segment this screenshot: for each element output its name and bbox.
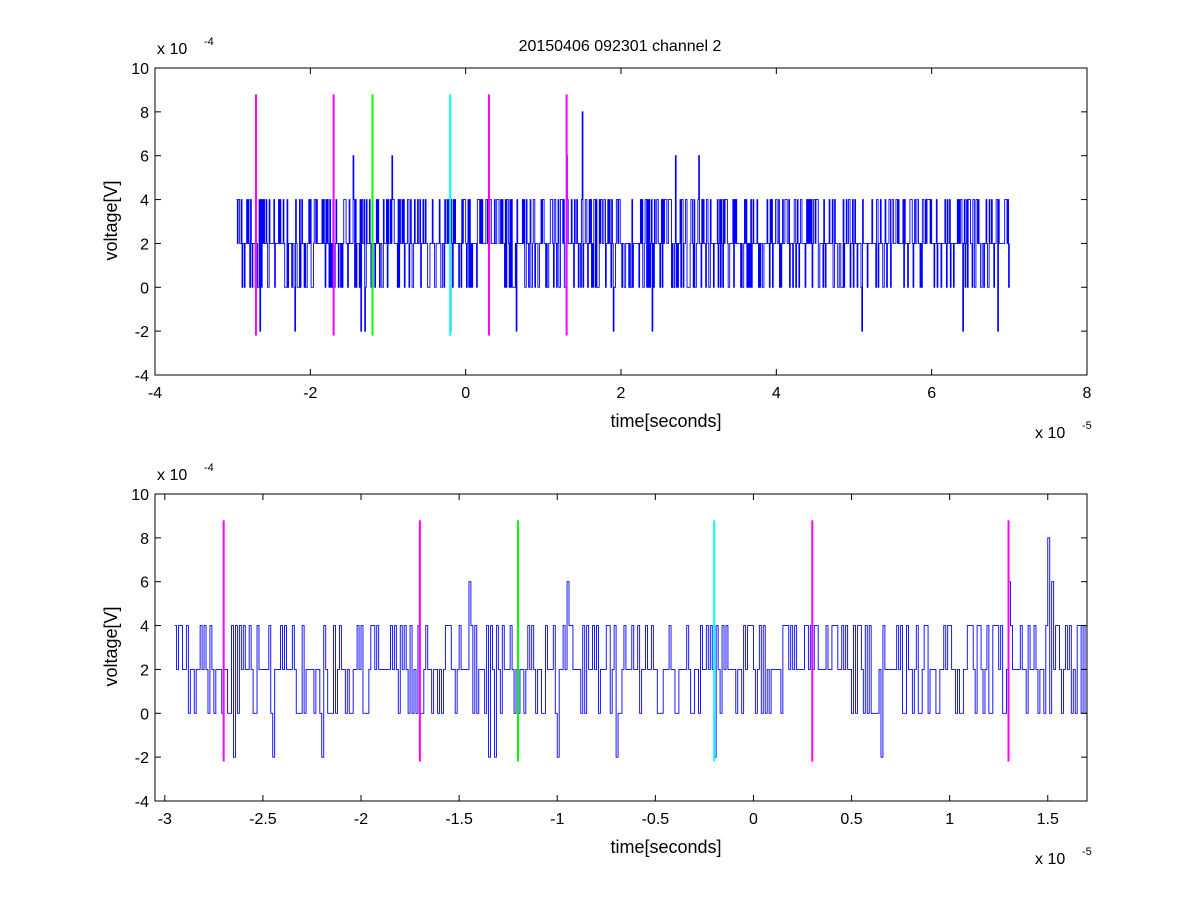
x-tick-label: 0 bbox=[749, 811, 758, 828]
x-tick-label: -2 bbox=[303, 385, 317, 402]
y-tick-label: -4 bbox=[135, 794, 149, 811]
y-tick-label: 6 bbox=[140, 149, 149, 166]
y-axis-label: voltage[V] bbox=[101, 606, 121, 686]
top-plot: -4 -2 0 2 4 6 8 -4 -2 0 2 4 6 8 10 time[seconds] voltage… bbox=[101, 36, 1092, 442]
x-tick-label: -2 bbox=[354, 811, 368, 828]
y-exponent-power: -4 bbox=[204, 462, 214, 474]
x-tick-label: -0.5 bbox=[642, 811, 670, 828]
x-exponent-power: -5 bbox=[1082, 846, 1092, 858]
x-tick-label: -4 bbox=[148, 385, 162, 402]
y-tick-label: 0 bbox=[140, 706, 149, 723]
x-tick-label: 8 bbox=[1083, 385, 1092, 402]
plot-area bbox=[155, 494, 1087, 801]
x-tick-label: 6 bbox=[927, 385, 936, 402]
y-tick-label: -2 bbox=[135, 324, 149, 341]
y-exponent-label: x 10 bbox=[157, 41, 187, 58]
x-tick-label: 1.5 bbox=[1037, 811, 1059, 828]
y-exponent-label: x 10 bbox=[157, 467, 187, 484]
x-tick-label: -1.5 bbox=[445, 811, 473, 828]
x-axis-label: time[seconds] bbox=[610, 411, 721, 431]
y-exponent-power: -4 bbox=[204, 36, 214, 48]
y-tick-label: 10 bbox=[131, 487, 149, 504]
x-tick-label: 4 bbox=[772, 385, 781, 402]
bottom-plot: -3 -2.5 -2 -1.5 -1 -0.5 0 0.5 1 1.5 -4 -2 0 2 4 6 8 10 tim… bbox=[101, 462, 1092, 868]
signal-trace bbox=[236, 111, 1010, 332]
y-tick-label: -2 bbox=[135, 750, 149, 767]
y-tick-label: 0 bbox=[140, 280, 149, 297]
y-tick-label: 8 bbox=[140, 105, 149, 122]
y-tick-label: 4 bbox=[140, 193, 149, 210]
x-tick-label: 0.5 bbox=[840, 811, 862, 828]
x-exponent-label: x 10 bbox=[1035, 851, 1065, 868]
x-tick-label: -1 bbox=[550, 811, 564, 828]
y-tick-label: -4 bbox=[135, 368, 149, 385]
x-tick-label: 1 bbox=[945, 811, 954, 828]
y-tick-label: 4 bbox=[140, 619, 149, 636]
axes-box bbox=[154, 493, 1088, 802]
y-tick-label: 8 bbox=[140, 531, 149, 548]
y-tick-label: 6 bbox=[140, 575, 149, 592]
y-tick-label: 10 bbox=[131, 61, 149, 78]
x-tick-label: -3 bbox=[158, 811, 172, 828]
y-axis-label: voltage[V] bbox=[101, 180, 121, 260]
figure-title: 20150406 092301 channel 2 bbox=[519, 38, 722, 55]
y-tick-label: 2 bbox=[140, 662, 149, 679]
x-tick-label: 0 bbox=[461, 385, 470, 402]
x-tick-label: -2.5 bbox=[249, 811, 277, 828]
signal-trace bbox=[174, 537, 1087, 758]
x-axis-label: time[seconds] bbox=[610, 837, 721, 857]
y-tick-label: 2 bbox=[140, 236, 149, 253]
x-exponent-label: x 10 bbox=[1035, 425, 1065, 442]
x-exponent-power: -5 bbox=[1082, 420, 1092, 432]
x-tick-label: 2 bbox=[617, 385, 626, 402]
